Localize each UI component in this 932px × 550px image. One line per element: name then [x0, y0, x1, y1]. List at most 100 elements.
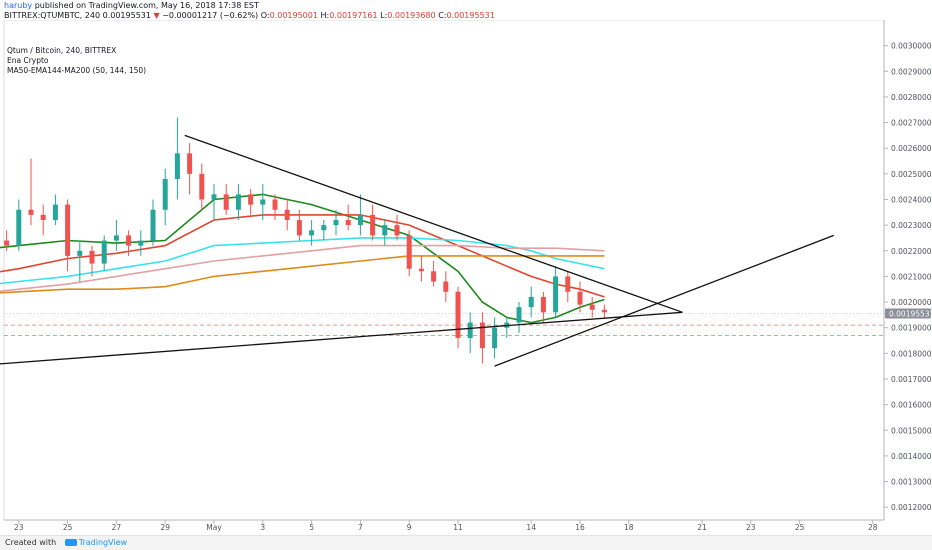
chart-header: haruby published on TradingView.com, May… — [0, 0, 932, 20]
candle-body-4 — [28, 209, 34, 215]
y-tick-label-5: 0.00250000 — [891, 170, 932, 179]
legend-indicator: MA50-EMA144-MA200 (50, 144, 150) — [7, 66, 147, 75]
tradingview-link[interactable]: TradingView — [78, 538, 128, 547]
y-tick-label-7: 0.00230000 — [891, 221, 932, 230]
x-tick-label-5: 3 — [260, 523, 265, 532]
y-tick-label-18: 0.00120000 — [891, 503, 932, 512]
candle-body-39 — [455, 291, 461, 338]
y-tick-label-8: 0.00220000 — [891, 247, 932, 256]
candle-body-45 — [528, 296, 534, 308]
x-tick-label-8: 9 — [407, 523, 412, 532]
ma-line-3 — [0, 244, 605, 293]
candle-body-50 — [589, 304, 595, 310]
candle-body-49 — [577, 291, 583, 305]
price-chart[interactable]: 0.00300000 0.00290000 0.00280000 0.00270000… — [0, 20, 932, 535]
close-label: C: — [438, 11, 447, 20]
candle-body-16 — [174, 153, 180, 179]
candle-body-15 — [162, 178, 168, 210]
candle-body-27 — [309, 230, 315, 236]
candle-body-10 — [101, 240, 107, 264]
candle-body-19 — [211, 194, 217, 200]
candles — [4, 117, 607, 364]
candle-body-35 — [406, 235, 412, 269]
x-axis[interactable]: 23 25 27 29 May 3 5 7 9 11 14 16 18 21 23 25 28 — [4, 519, 884, 532]
x-tick-label-11: 16 — [575, 523, 585, 532]
y-tick-label-13: 0.00170000 — [891, 375, 932, 384]
y-tick-label-9: 0.00210000 — [891, 272, 932, 281]
y-tick-label-6: 0.00240000 — [891, 195, 932, 204]
ma-line-4 — [0, 255, 605, 294]
close-value: 0.00195531 — [446, 11, 495, 20]
candle-body-46 — [540, 296, 546, 313]
y-tick-label-1: 0.00290000 — [891, 67, 932, 76]
x-tick-label-15: 25 — [795, 523, 805, 532]
chart-area[interactable]: 0.00300000 0.00290000 0.00280000 0.00270000… — [0, 20, 932, 535]
candle-body-44 — [516, 307, 522, 323]
x-tick-label-2: 27 — [112, 523, 122, 532]
author-link[interactable]: haruby — [4, 1, 33, 10]
candle-body-32 — [370, 214, 376, 236]
x-tick-label-9: 11 — [453, 523, 463, 532]
candle-body-5 — [40, 214, 46, 220]
current-price-tag — [885, 308, 931, 319]
x-tick-label-12: 18 — [624, 523, 634, 532]
down-arrow-icon: ▼ — [153, 11, 160, 20]
y-tick-label-17: 0.00130000 — [891, 478, 932, 487]
current-price-marker: 0.00195531 — [885, 308, 932, 319]
x-tick-label-4: May — [206, 523, 222, 532]
candle-body-25 — [284, 209, 290, 220]
legend-author: Ena Crypto — [7, 56, 49, 65]
candle-body-38 — [443, 281, 449, 292]
y-tick-label-0: 0.00300000 — [891, 42, 932, 51]
candle-body-20 — [223, 194, 229, 210]
candle-body-9 — [89, 250, 95, 264]
last-price: 0.00195531 — [102, 11, 151, 20]
open-value: 0.00195001 — [269, 11, 318, 20]
candle-body-14 — [150, 209, 156, 241]
candle-body-41 — [479, 322, 485, 349]
candle-body-33 — [382, 225, 388, 236]
y-tick-label-10: 0.00200000 — [891, 298, 932, 307]
plot-frame — [3, 20, 885, 521]
x-tick-label-14: 23 — [746, 523, 756, 532]
chart-legend: Qtum / Bitcoin, 240, BITTREX Ena Crypto … — [7, 46, 146, 76]
trend-line-0 — [184, 134, 683, 313]
trend-line-1 — [0, 311, 683, 365]
x-tick-label-7: 7 — [358, 523, 363, 532]
candle-body-24 — [272, 199, 278, 210]
candle-body-36 — [418, 268, 424, 272]
y-axis[interactable]: 0.00300000 0.00290000 0.00280000 0.00270000… — [884, 42, 932, 513]
candle-body-18 — [199, 173, 205, 200]
y-tick-label-11: 0.00190000 — [891, 324, 932, 333]
candle-body-17 — [187, 153, 193, 174]
symbol-label: BITTREX:QTUMBTC, 240 — [4, 11, 101, 20]
y-tick-label-16: 0.00140000 — [891, 452, 932, 461]
high-label: H: — [320, 11, 330, 20]
y-tick-label-4: 0.00260000 — [891, 144, 932, 153]
created-with-label: Created with — [5, 538, 57, 547]
x-tick-label-1: 25 — [63, 523, 73, 532]
candle-body-6 — [52, 204, 58, 220]
y-tick-label-15: 0.00150000 — [891, 426, 932, 435]
candle-body-3 — [16, 209, 22, 246]
candle-body-48 — [565, 276, 571, 292]
candle-body-37 — [431, 271, 437, 282]
candle-body-13 — [138, 240, 144, 246]
price-change: −0.00001217 (−0.62%) — [162, 11, 259, 20]
candle-body-11 — [113, 235, 119, 241]
candle-body-8 — [77, 250, 83, 256]
x-tick-label-10: 14 — [526, 523, 536, 532]
candle-body-21 — [235, 194, 241, 210]
trend-line-2 — [494, 234, 834, 367]
legend-symbol: Qtum / Bitcoin, 240, BITTREX — [7, 46, 117, 55]
low-label: L: — [380, 11, 388, 20]
candle-body-34 — [394, 225, 400, 236]
high-value: 0.00197161 — [329, 11, 378, 20]
candle-body-12 — [126, 235, 132, 246]
x-tick-label-13: 21 — [697, 523, 707, 532]
candle-body-42 — [492, 327, 498, 349]
candle-body-31 — [357, 214, 363, 226]
x-tick-label-0: 23 — [14, 523, 24, 532]
candle-body-51 — [601, 309, 607, 313]
trend-lines — [0, 134, 834, 367]
